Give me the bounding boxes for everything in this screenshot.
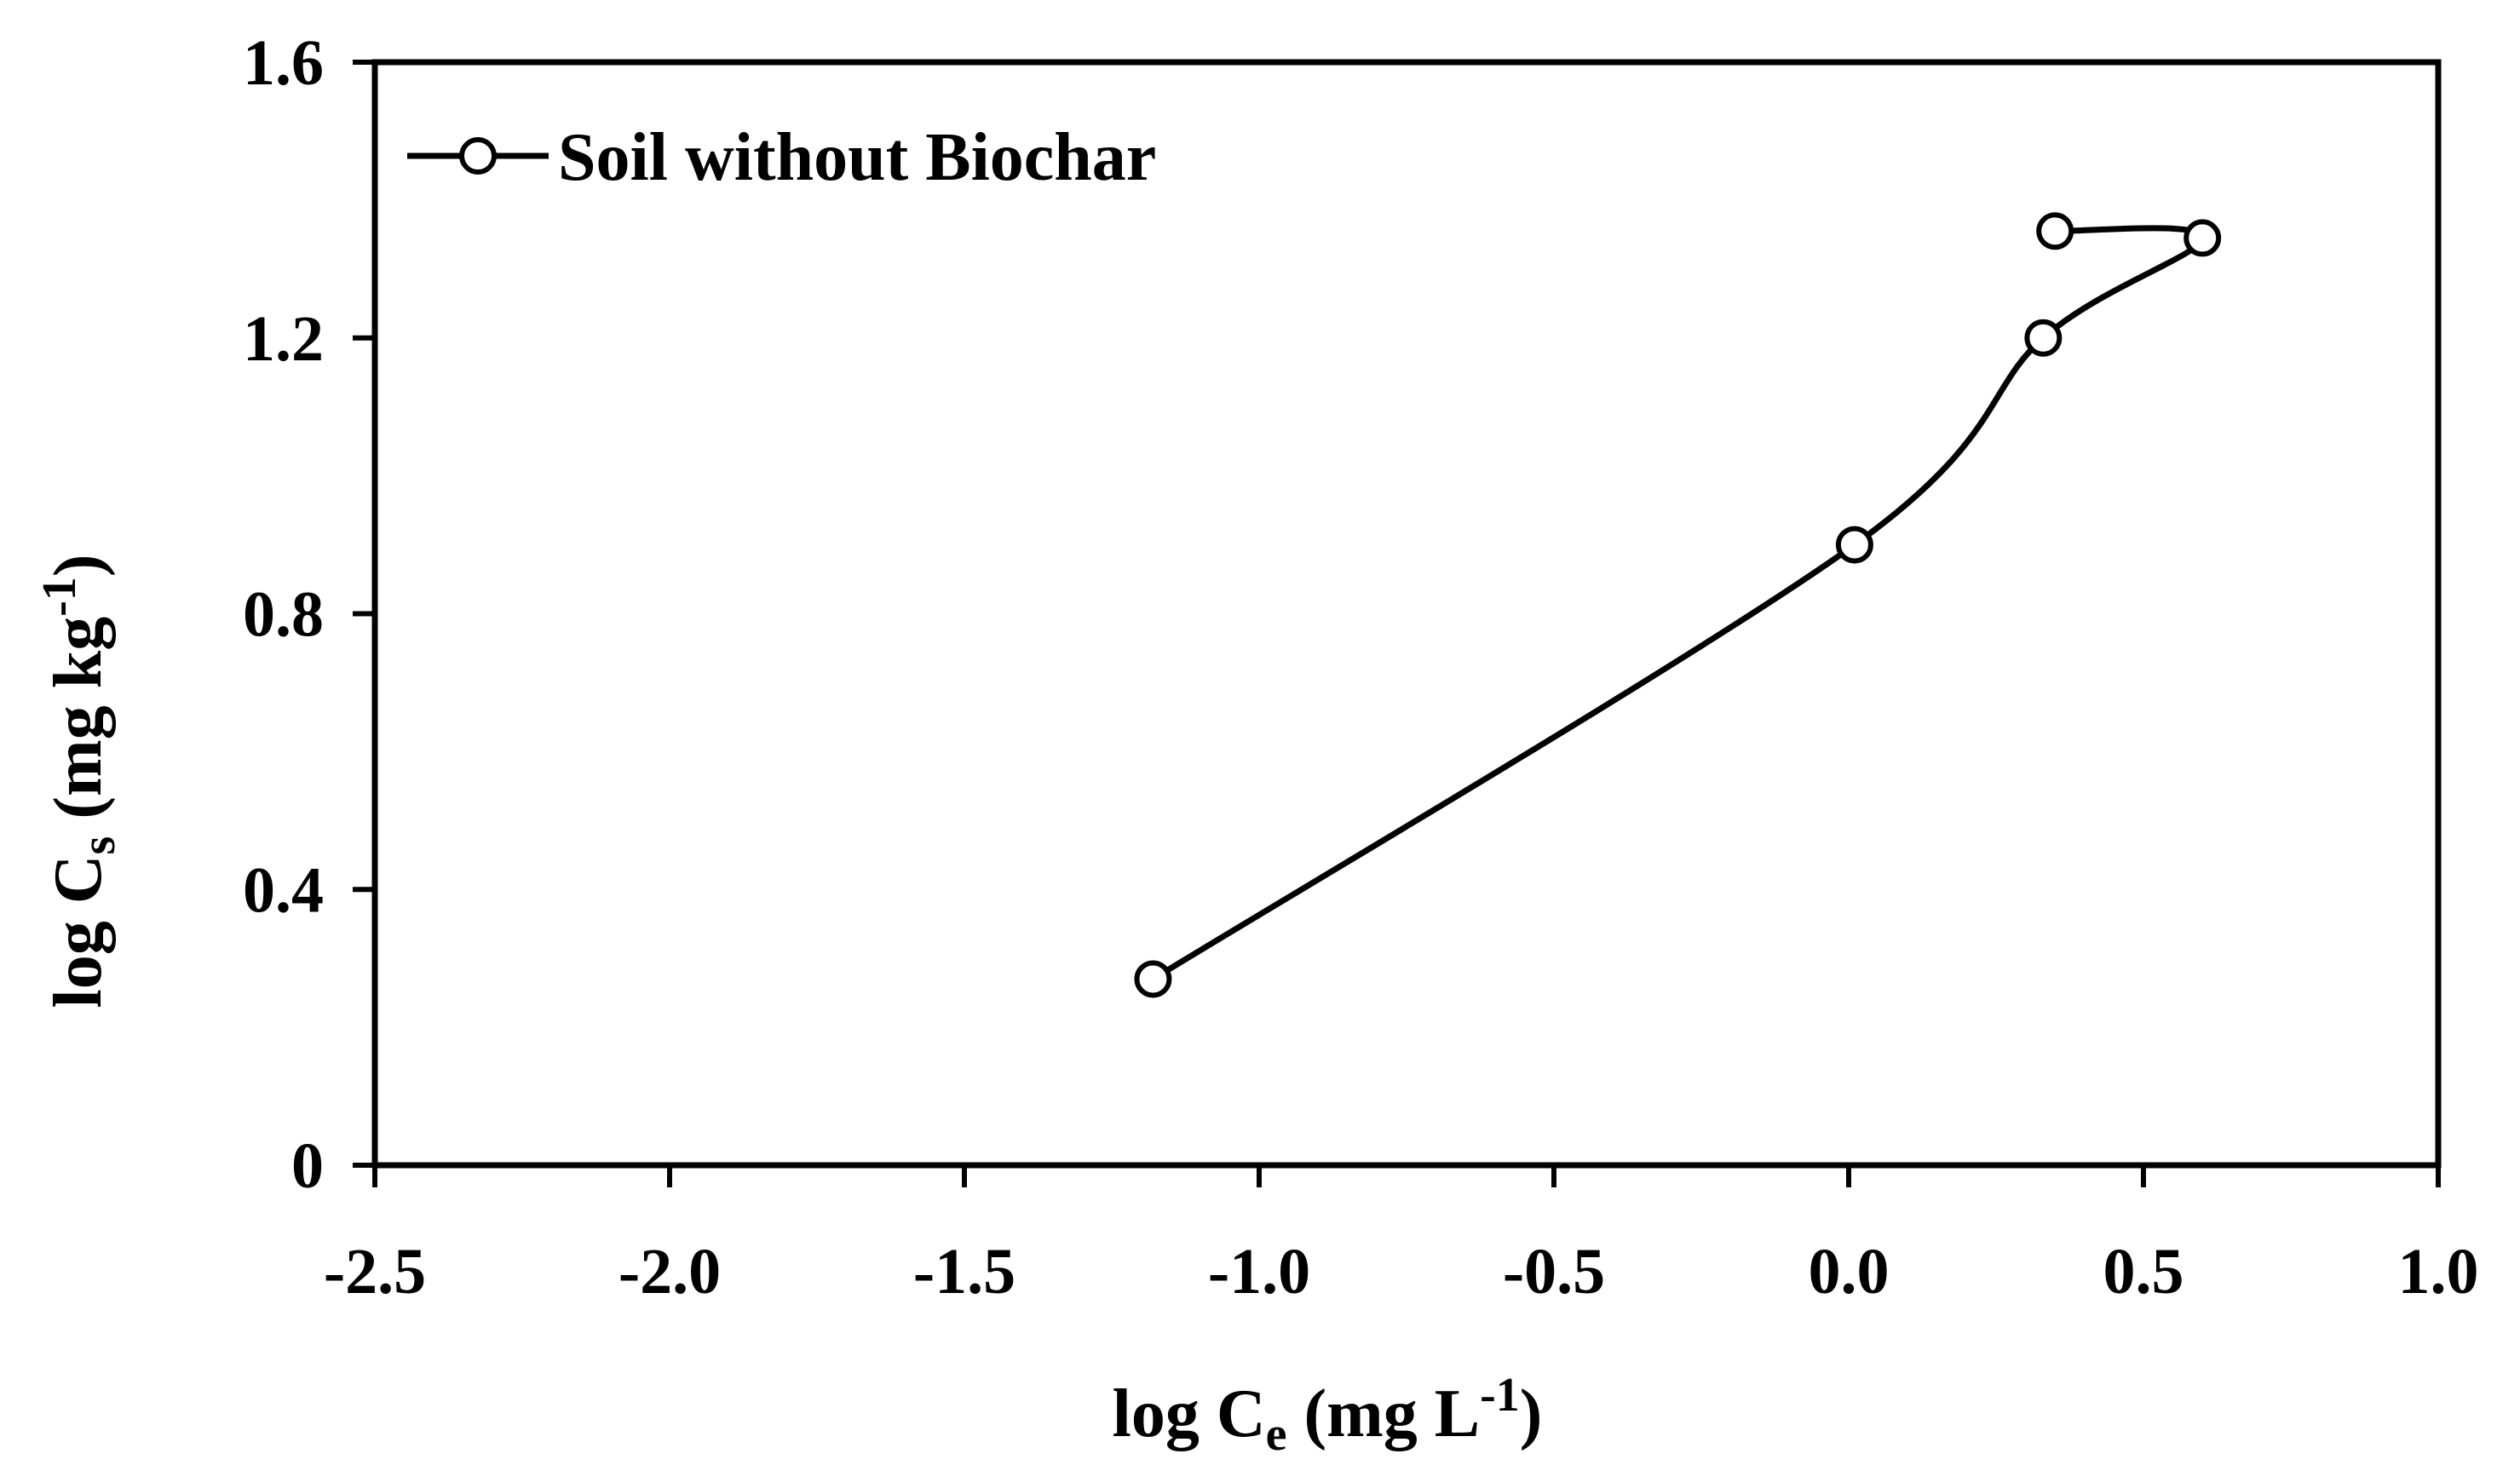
x-tick-label: 1.0 [2398, 1236, 2479, 1307]
data-point [2183, 219, 2222, 257]
data-point [2036, 212, 2074, 250]
x-tick-label: -2.0 [618, 1236, 721, 1307]
legend-label: Soil without Biochar [558, 120, 1156, 195]
series-layer [1134, 212, 2222, 998]
x-tick-label: -2.5 [324, 1236, 426, 1307]
y-axis-title: log Cs (mg kg-1) [33, 554, 125, 1008]
y-axis-title-close: ) [41, 554, 116, 577]
x-tick-label: -1.5 [913, 1236, 1015, 1307]
legend-marker [459, 137, 497, 175]
y-tick-label: 0.4 [243, 854, 324, 926]
legend: Soil without Biochar [407, 120, 1156, 195]
y-axis-title-main: log C [41, 854, 116, 1008]
y-tick-label: 1.6 [243, 27, 324, 99]
y-tick-label: 1.2 [243, 303, 324, 375]
x-tick-label: 0.0 [1809, 1236, 1890, 1307]
y-tick-label: 0.8 [243, 579, 324, 651]
x-axis-title-unit: (mg L [1286, 1376, 1480, 1451]
axes-layer: -2.5 -2.0 -1.5 -1.0 -0.5 0.0 0.5 1.0 0 0.4 0.8 1.2 1… [243, 27, 2479, 1307]
x-axis-title-sup: -1 [1480, 1369, 1520, 1422]
x-axis-title-sub: e [1266, 1408, 1287, 1461]
data-point [1134, 960, 1172, 998]
x-tick-label: -1.0 [1208, 1236, 1310, 1307]
x-axis-title: log Ce (mg L-1) [1113, 1369, 1543, 1461]
y-tick-label: 0 [291, 1130, 324, 1202]
data-point [2024, 319, 2063, 357]
y-axis-title-unit: (mg kg [41, 617, 116, 836]
data-point [1835, 526, 1873, 564]
y-axis-title-sup: -1 [33, 577, 86, 617]
x-tick-label: 0.5 [2103, 1236, 2184, 1307]
x-axis-title-close: ) [1520, 1376, 1543, 1451]
x-tick-label: -0.5 [1503, 1236, 1605, 1307]
y-axis-title-sub: s [72, 836, 125, 855]
x-axis-title-main: log C [1113, 1376, 1266, 1451]
